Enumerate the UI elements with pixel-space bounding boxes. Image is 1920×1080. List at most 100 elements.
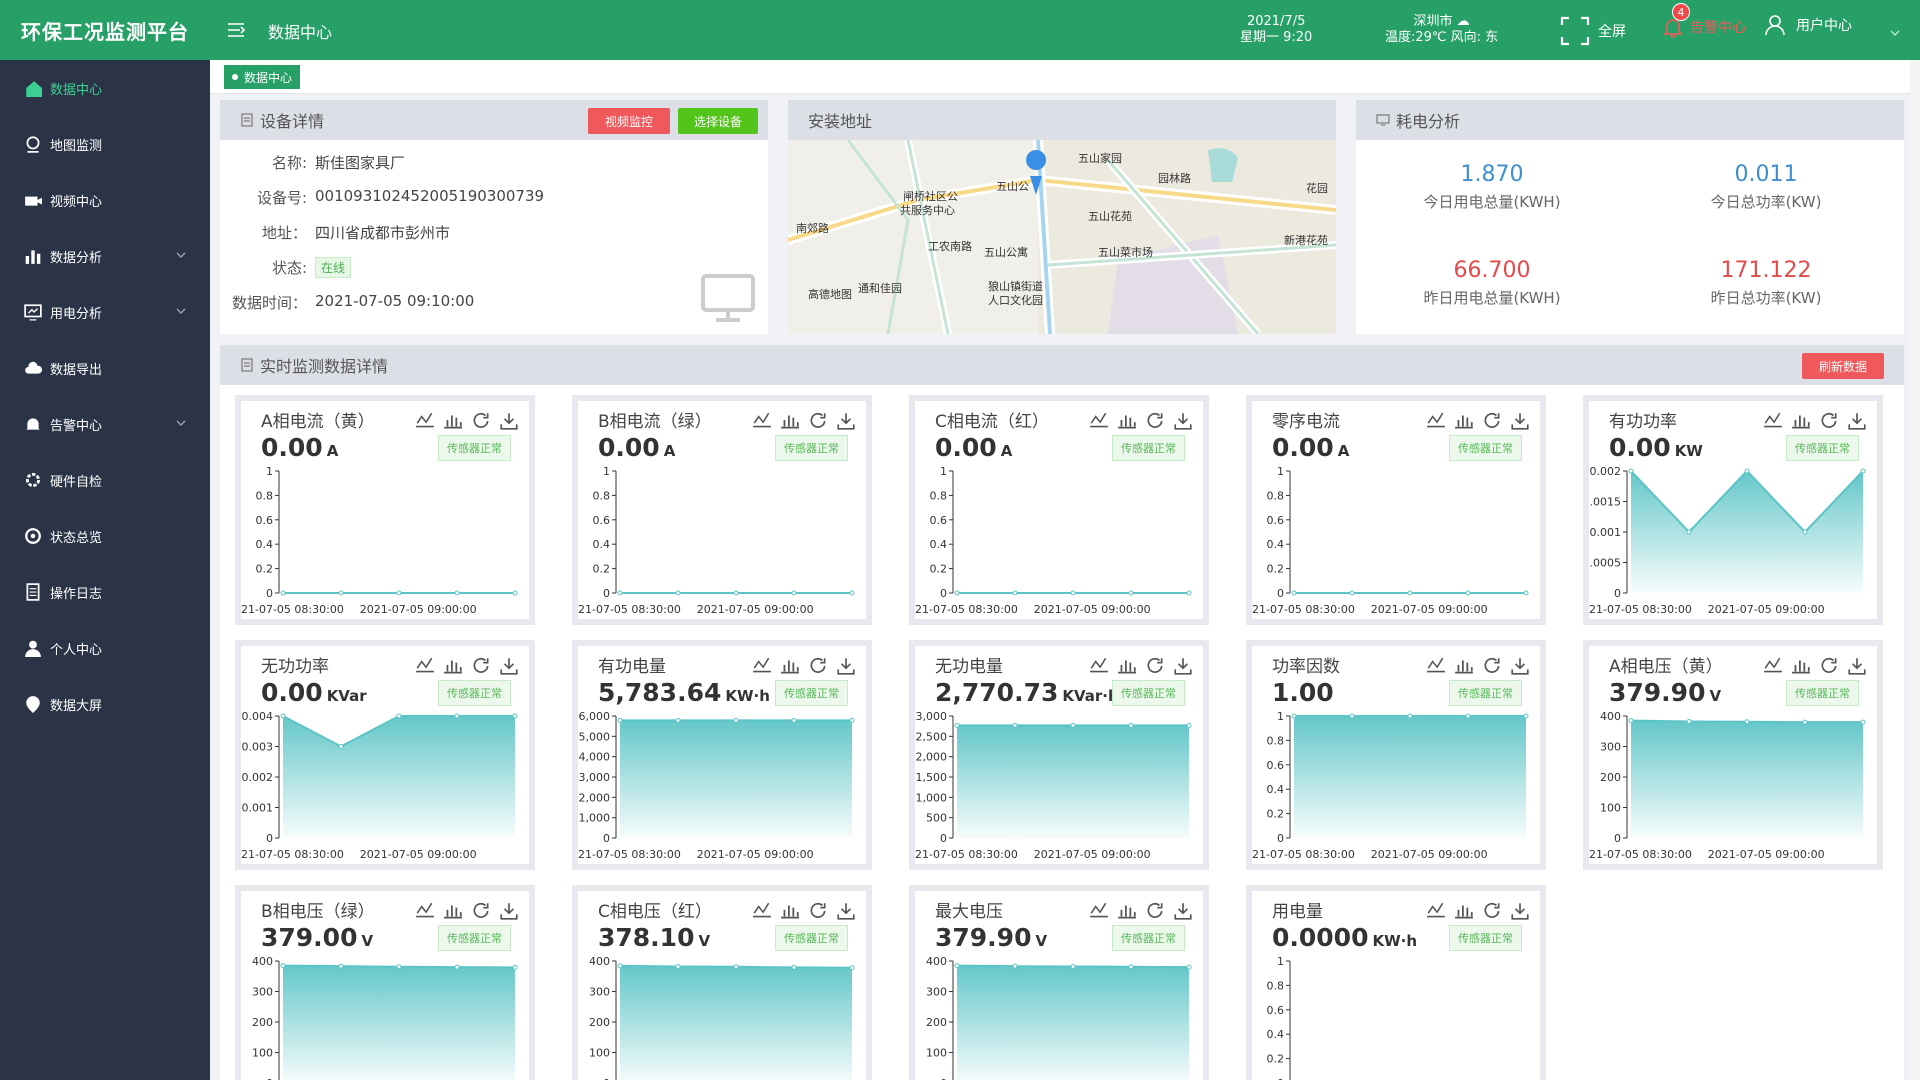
data-point[interactable]	[338, 590, 344, 596]
download-icon[interactable]	[1173, 656, 1193, 676]
data-point[interactable]	[791, 964, 797, 970]
data-point[interactable]	[280, 713, 286, 719]
download-icon[interactable]	[499, 656, 519, 676]
data-point[interactable]	[1860, 468, 1866, 474]
refresh-icon[interactable]	[808, 656, 828, 676]
download-icon[interactable]	[499, 901, 519, 921]
fullscreen-button[interactable]: 全屏	[1560, 16, 1626, 46]
data-point[interactable]	[396, 713, 402, 719]
sidebar-item-3[interactable]: 数据分析	[0, 228, 210, 284]
bar-chart-icon[interactable]	[1117, 901, 1137, 921]
data-point[interactable]	[1523, 590, 1529, 596]
tag-data-center[interactable]: 数据中心	[224, 65, 301, 89]
download-icon[interactable]	[836, 656, 856, 676]
download-icon[interactable]	[1847, 656, 1867, 676]
data-point[interactable]	[1128, 590, 1134, 596]
data-point[interactable]	[338, 963, 344, 969]
line-chart-icon[interactable]	[752, 901, 772, 921]
download-icon[interactable]	[836, 411, 856, 431]
download-icon[interactable]	[1847, 411, 1867, 431]
sidebar-item-10[interactable]: 个人中心	[0, 620, 210, 676]
data-point[interactable]	[1070, 590, 1076, 596]
refresh-icon[interactable]	[1482, 901, 1502, 921]
sidebar-item-8[interactable]: 状态总览	[0, 508, 210, 564]
data-point[interactable]	[1349, 590, 1355, 596]
data-point[interactable]	[1186, 722, 1192, 728]
data-point[interactable]	[1291, 713, 1297, 719]
data-point[interactable]	[1128, 722, 1134, 728]
data-point[interactable]	[1802, 529, 1808, 535]
data-point[interactable]	[1012, 963, 1018, 969]
refresh-icon[interactable]	[471, 656, 491, 676]
data-point[interactable]	[396, 590, 402, 596]
bar-chart-icon[interactable]	[1454, 411, 1474, 431]
line-chart-icon[interactable]	[415, 901, 435, 921]
data-point[interactable]	[954, 590, 960, 596]
data-point[interactable]	[338, 744, 344, 749]
sidebar-item-4[interactable]: 用电分析	[0, 284, 210, 340]
refresh-icon[interactable]	[1819, 656, 1839, 676]
metric-line-chart[interactable]: 10.80.60.40.2021-07-05 08:30:002021-07-0…	[1252, 957, 1540, 1080]
download-icon[interactable]	[836, 901, 856, 921]
metric-line-chart[interactable]: 6,000 5,000 4,000 3,000 2,000 1,000 0 21-07-05 …	[578, 712, 866, 864]
bar-chart-icon[interactable]	[780, 901, 800, 921]
bar-chart-icon[interactable]	[1791, 656, 1811, 676]
data-point[interactable]	[512, 964, 518, 970]
data-point[interactable]	[280, 590, 286, 596]
location-map[interactable]: 五山家园 五山公 闸桥社区公 共服务中心 南郊路 五山花苑 五山公寓 五山菜市场…	[788, 140, 1336, 334]
data-point[interactable]	[1465, 590, 1471, 596]
line-chart-icon[interactable]	[1763, 411, 1783, 431]
data-point[interactable]	[1012, 590, 1018, 596]
data-point[interactable]	[1744, 719, 1750, 725]
data-point[interactable]	[954, 963, 960, 969]
data-point[interactable]	[1523, 713, 1529, 719]
refresh-icon[interactable]	[1145, 656, 1165, 676]
refresh-icon[interactable]	[808, 901, 828, 921]
sidebar-item-1[interactable]: 地图监测	[0, 116, 210, 172]
bar-chart-icon[interactable]	[1117, 656, 1137, 676]
data-point[interactable]	[1012, 722, 1018, 728]
download-icon[interactable]	[1510, 901, 1530, 921]
download-icon[interactable]	[1173, 411, 1193, 431]
refresh-icon[interactable]	[1482, 656, 1502, 676]
data-point[interactable]	[1070, 722, 1076, 728]
line-chart-icon[interactable]	[415, 411, 435, 431]
data-point[interactable]	[1628, 468, 1634, 474]
data-point[interactable]	[1860, 719, 1866, 725]
line-chart-icon[interactable]	[752, 656, 772, 676]
data-point[interactable]	[280, 963, 286, 969]
download-icon[interactable]	[1510, 411, 1530, 431]
data-point[interactable]	[733, 964, 739, 970]
data-point[interactable]	[512, 713, 518, 719]
data-point[interactable]	[1465, 713, 1471, 719]
data-point[interactable]	[1186, 964, 1192, 970]
sidebar-item-6[interactable]: 告警中心	[0, 396, 210, 452]
data-point[interactable]	[849, 590, 855, 596]
video-monitor-button[interactable]: 视频监控	[588, 108, 670, 134]
data-point[interactable]	[1407, 713, 1413, 719]
data-point[interactable]	[675, 717, 681, 723]
data-point[interactable]	[1291, 590, 1297, 596]
data-point[interactable]	[1628, 718, 1634, 724]
data-point[interactable]	[675, 963, 681, 969]
sidebar-item-9[interactable]: 操作日志	[0, 564, 210, 620]
data-point[interactable]	[1186, 590, 1192, 596]
bar-chart-icon[interactable]	[1454, 901, 1474, 921]
refresh-icon[interactable]	[471, 901, 491, 921]
refresh-icon[interactable]	[1482, 411, 1502, 431]
data-point[interactable]	[1349, 713, 1355, 719]
data-point[interactable]	[1070, 963, 1076, 969]
data-point[interactable]	[791, 590, 797, 596]
download-icon[interactable]	[1173, 901, 1193, 921]
user-center-button[interactable]: 用户中心	[1764, 14, 1852, 36]
page-scrollbar[interactable]	[1910, 60, 1920, 1080]
refresh-icon[interactable]	[808, 411, 828, 431]
